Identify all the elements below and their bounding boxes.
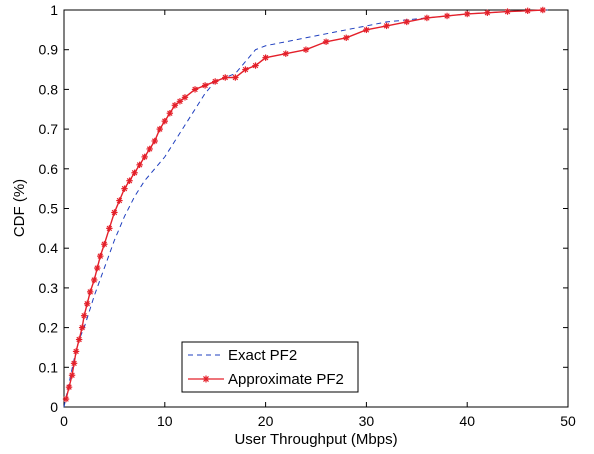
data-point-marker <box>131 169 138 176</box>
x-tick-label: 50 <box>560 413 576 429</box>
data-point-marker <box>423 14 431 22</box>
data-point-marker <box>101 241 108 248</box>
y-tick-label: 0 <box>50 399 58 415</box>
y-tick-label: 0.6 <box>39 161 59 177</box>
data-point-marker <box>322 38 330 45</box>
data-point-marker <box>201 82 209 89</box>
y-tick-label: 0.2 <box>39 320 59 336</box>
plot-area <box>63 9 569 408</box>
data-point-marker <box>212 78 219 85</box>
y-tick-label: 0.8 <box>39 81 59 97</box>
data-point-marker <box>146 145 153 153</box>
legend-approx-label: Approximate PF2 <box>228 371 344 388</box>
data-point-marker <box>171 102 179 109</box>
data-point-marker <box>504 8 511 15</box>
data-point-marker <box>65 383 73 391</box>
data-point-marker <box>464 10 471 18</box>
x-axis-ticks: 0 10 20 30 40 50 <box>60 10 576 429</box>
data-point-marker <box>161 117 168 125</box>
data-point-marker <box>242 66 249 73</box>
data-point-marker <box>181 94 189 101</box>
x-tick-label: 10 <box>157 413 173 429</box>
data-point-marker <box>91 276 98 284</box>
data-point-marker <box>403 18 410 26</box>
data-point-marker <box>222 74 229 81</box>
y-tick-label: 0.1 <box>39 359 59 375</box>
data-point-marker <box>141 153 148 161</box>
data-point-marker <box>136 161 143 169</box>
data-point-marker <box>75 336 83 343</box>
x-tick-label: 20 <box>258 413 274 429</box>
data-point-marker <box>363 26 370 34</box>
data-point-marker <box>484 9 491 16</box>
data-point-marker <box>156 125 163 133</box>
x-tick-label: 40 <box>459 413 475 429</box>
data-point-marker <box>126 177 133 184</box>
data-point-marker <box>176 98 184 105</box>
series-approximate-pf2 <box>62 6 546 403</box>
data-point-marker <box>191 86 199 93</box>
data-point-marker <box>202 375 210 383</box>
data-point-marker <box>72 348 80 355</box>
data-point-marker <box>232 74 239 81</box>
data-point-marker <box>70 360 78 367</box>
data-point-marker <box>111 209 118 216</box>
data-point-marker <box>116 197 123 204</box>
y-tick-label: 0.7 <box>39 121 59 137</box>
data-point-marker <box>62 395 70 403</box>
x-tick-label: 0 <box>60 413 68 429</box>
data-point-marker <box>94 264 101 272</box>
data-point-marker <box>151 137 158 145</box>
data-point-marker <box>539 6 546 14</box>
y-tick-label: 0.9 <box>39 42 59 58</box>
series-line <box>65 9 543 400</box>
data-point-marker <box>524 7 531 14</box>
legend: Exact PF2 Approximate PF2 <box>181 341 359 393</box>
data-point-marker <box>78 324 86 331</box>
data-point-marker <box>106 225 113 232</box>
series-layer <box>62 6 548 408</box>
y-tick-label: 0.3 <box>39 280 59 296</box>
legend-box <box>181 341 359 393</box>
data-point-marker <box>166 110 174 117</box>
data-point-marker <box>252 62 259 69</box>
legend-exact-label: Exact PF2 <box>228 347 297 364</box>
x-axis-label: User Throughput (Mbps) <box>234 431 397 448</box>
y-tick-label: 1 <box>50 2 58 18</box>
data-point-marker <box>83 300 91 307</box>
data-point-marker <box>80 312 88 319</box>
y-tick-label: 0.4 <box>39 240 59 256</box>
data-point-marker <box>343 34 350 41</box>
data-point-marker <box>87 288 94 296</box>
data-point-marker <box>97 252 104 260</box>
data-point-marker <box>302 46 310 53</box>
data-point-marker <box>282 50 289 57</box>
legend-approx-marker <box>202 375 210 383</box>
data-point-marker <box>443 12 451 20</box>
x-tick-label: 30 <box>359 413 375 429</box>
data-point-marker <box>121 185 128 192</box>
data-point-marker <box>383 22 390 30</box>
y-axis-label: CDF (%) <box>11 179 28 237</box>
y-axis-ticks: 0 0.1 0.2 0.3 0.4 0.5 0.6 0.7 0.8 0.9 1 <box>39 2 568 415</box>
y-tick-label: 0.5 <box>39 201 59 217</box>
data-point-marker <box>262 54 269 61</box>
data-point-marker <box>68 372 76 379</box>
